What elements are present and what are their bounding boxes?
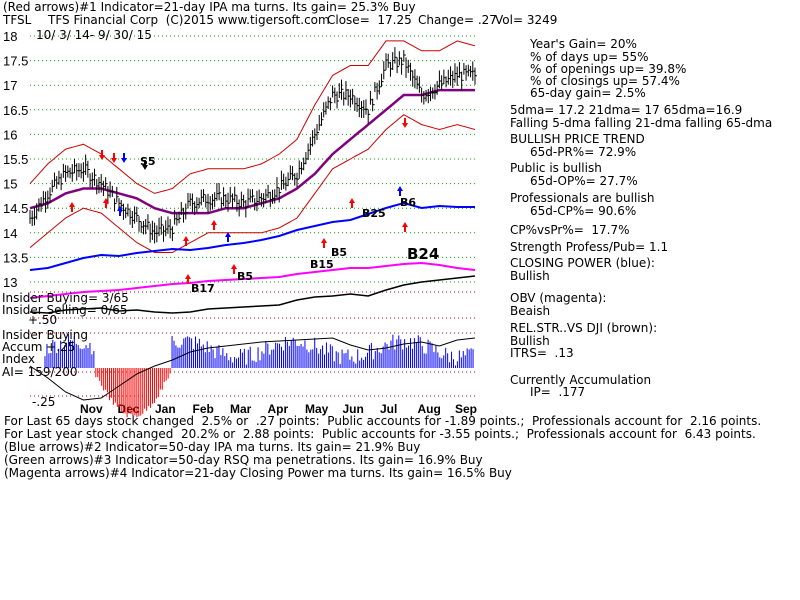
black-arrow bbox=[142, 160, 148, 170]
red-buy-arrow bbox=[349, 198, 355, 208]
pct-closings-up: % of closings up= 57.4% bbox=[530, 74, 680, 88]
cp-percent: 65d-CP%= 90.6% bbox=[530, 204, 637, 218]
blue-buy-arrow bbox=[225, 232, 231, 242]
blue-sell-arrow bbox=[121, 153, 127, 163]
accum-label: Accum +.25 bbox=[2, 340, 76, 354]
date-range: 10/ 3/ 14- 9/ 30/ 15 bbox=[36, 28, 152, 42]
y-tick-label: 15.5 bbox=[3, 152, 28, 167]
footer-indicator-2: (Blue arrows)#2 Indicator=50-day IPA ma … bbox=[4, 440, 421, 454]
insider-buying-label: Insider Buying bbox=[2, 328, 88, 342]
itrs-value: ITRS= .13 bbox=[510, 346, 574, 360]
company-name: TFS Financial Corp (C)2015 www.tigersoft… bbox=[48, 13, 330, 27]
years-gain: Year's Gain= 20% bbox=[530, 37, 637, 51]
obv-line bbox=[29, 261, 476, 299]
red-buy-arrow bbox=[185, 274, 191, 284]
month-label: May bbox=[305, 402, 329, 416]
red-buy-arrow bbox=[231, 264, 237, 274]
obv-label: OBV (magenta): bbox=[510, 291, 607, 305]
close-price: Close= 17.25 bbox=[327, 13, 412, 27]
signal-b15: B15 bbox=[310, 258, 334, 271]
red-sell-arrow bbox=[111, 153, 117, 163]
public-status: Public is bullish bbox=[510, 161, 602, 175]
footer-year: For Last year stock changed 20.2% or 2.8… bbox=[4, 427, 756, 441]
red-buy-arrow bbox=[183, 236, 189, 246]
red-sell-arrow bbox=[99, 150, 105, 160]
month-label: Jul bbox=[380, 402, 397, 416]
y-tick-label: 16 bbox=[3, 127, 17, 142]
signal-b6: B6 bbox=[400, 196, 417, 209]
accum-ma-line bbox=[29, 337, 476, 401]
professionals-status: Professionals are bullish bbox=[510, 191, 655, 205]
month-label: Mar bbox=[230, 402, 252, 416]
pct-days-up: % of days up= 55% bbox=[530, 50, 649, 64]
obv-value: Beaish bbox=[510, 304, 551, 318]
signal-b17: B17 bbox=[191, 282, 215, 295]
cp-vs-pr: CP%vsPr%= 17.7% bbox=[510, 223, 630, 237]
blue-buy-arrow bbox=[117, 206, 123, 216]
red-buy-arrow bbox=[103, 198, 109, 208]
signal-b25: B25 bbox=[362, 207, 386, 220]
op-percent: 65d-OP%= 27.7% bbox=[530, 174, 638, 188]
price-trend: BULLISH PRICE TREND bbox=[510, 132, 645, 146]
insider-selling-count: Insider Selling= 0/65 bbox=[2, 303, 128, 317]
ai-score: AI= 159/200 bbox=[2, 365, 78, 379]
header-indicator-1: (Red arrows)#1 Indicator=21-day IPA ma t… bbox=[3, 0, 416, 14]
red-buy-arrow bbox=[321, 238, 327, 248]
y-tick-label: 18 bbox=[3, 29, 17, 44]
price-change: Change= .27 bbox=[418, 13, 497, 27]
footer-indicator-4: (Magenta arrows)#4 Indicator=21-day Clos… bbox=[4, 466, 512, 480]
series-lower_band bbox=[29, 114, 476, 253]
series-upper_band bbox=[29, 40, 476, 194]
y-tick-label: 13 bbox=[3, 275, 17, 290]
closing-power-value: Bullish bbox=[510, 269, 550, 283]
red-sell-arrow bbox=[402, 118, 408, 128]
relstr-value: Bullish bbox=[510, 334, 550, 348]
volume: Vol= 3249 bbox=[495, 13, 558, 27]
current-accumulation: Currently Accumulation bbox=[510, 373, 652, 387]
y-tick-label: 13.5 bbox=[3, 250, 28, 265]
footer-indicator-3: (Green arrows)#3 Indicator=50-day RSQ ma… bbox=[4, 453, 483, 467]
month-label: Jan bbox=[155, 402, 176, 416]
signal-b5: B5 bbox=[237, 270, 254, 283]
red-buy-arrow bbox=[211, 220, 217, 230]
strength-ratio: Strength Profess/Pub= 1.1 bbox=[510, 240, 669, 254]
month-label: Feb bbox=[193, 402, 214, 416]
pr-percent: 65d-PR%= 72.9% bbox=[530, 145, 637, 159]
gain-65-day: 65-day gain= 2.5% bbox=[530, 86, 646, 100]
pct-openings-up: % of openings up= 39.8% bbox=[530, 62, 687, 76]
month-label: Nov bbox=[80, 402, 103, 416]
month-label: Jun bbox=[343, 402, 364, 416]
index-label: Index bbox=[2, 352, 36, 366]
month-label: Aug bbox=[418, 402, 441, 416]
falling-dma: Falling 5-dma falling 21-dma falling 65-… bbox=[510, 116, 773, 130]
signal-b24: B24 bbox=[407, 245, 440, 263]
rel-strength-line bbox=[29, 275, 476, 314]
y-tick-label: 15 bbox=[3, 177, 17, 192]
month-label: Sep bbox=[455, 402, 477, 416]
y-tick-label: 14.5 bbox=[3, 201, 28, 216]
red-buy-arrow bbox=[402, 222, 408, 232]
footer-65-day: For Last 65 days stock changed 2.5% or .… bbox=[4, 414, 762, 428]
dma-values: 5dma= 17.2 21dma= 17 65dma=16.9 bbox=[510, 103, 743, 117]
insider-buying-count: Insider Buying= 3/65 bbox=[2, 291, 129, 305]
closing-power-label: CLOSING POWER (blue): bbox=[510, 256, 655, 270]
ai-minus-25: -.25 bbox=[32, 395, 56, 409]
series-ma65 bbox=[29, 88, 475, 215]
y-tick-label: 17 bbox=[3, 78, 17, 93]
signal-b5-second: B5 bbox=[331, 246, 348, 259]
y-tick-label: 17.5 bbox=[3, 54, 28, 69]
relstr-label: REL.STR..VS DJI (brown): bbox=[510, 321, 658, 335]
red-buy-arrow bbox=[69, 202, 75, 212]
month-label: Apr bbox=[268, 402, 289, 416]
y-tick-label: 14 bbox=[3, 226, 17, 241]
ip-value: IP= .177 bbox=[530, 385, 586, 399]
ai-plus-50: +.50 bbox=[28, 313, 58, 327]
closing-power-line bbox=[29, 201, 475, 271]
ticker-symbol: TFSL bbox=[3, 13, 32, 27]
y-tick-label: 16.5 bbox=[3, 103, 28, 118]
blue-buy-arrow bbox=[397, 186, 403, 196]
signal-s5: S5 bbox=[140, 155, 156, 168]
